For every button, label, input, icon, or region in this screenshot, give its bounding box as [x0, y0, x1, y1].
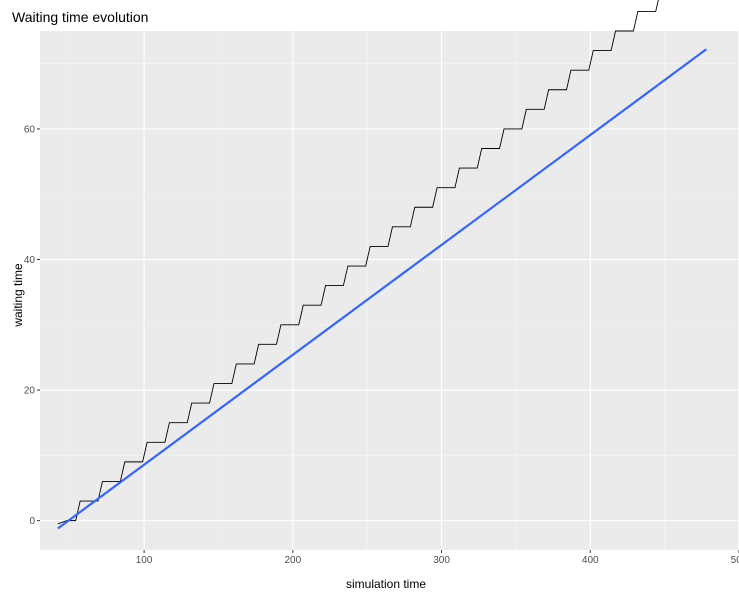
x-tick-label: 400	[582, 555, 599, 566]
y-tick-label: 40	[24, 255, 36, 266]
trend-line	[57, 48, 707, 530]
axis-tick-labels: 100 200 300 400 500 0 20 40 60	[24, 124, 739, 566]
x-tick-label: 100	[136, 555, 153, 566]
grid-major	[40, 31, 739, 550]
chart-title: Waiting time evolution	[12, 9, 148, 25]
x-tick-label: 500	[731, 555, 739, 566]
data-line	[57, 0, 659, 525]
axis-ticks	[37, 128, 739, 553]
y-tick-label: 60	[24, 124, 36, 135]
x-tick-label: 200	[284, 555, 301, 566]
x-tick-label: 300	[433, 555, 450, 566]
y-axis-title: waiting time	[11, 263, 25, 328]
series-layer	[57, 0, 707, 530]
y-tick-label: 0	[29, 516, 35, 527]
x-axis-title: simulation time	[346, 577, 426, 591]
y-tick-label: 20	[24, 386, 36, 397]
plot-panel	[40, 31, 739, 550]
